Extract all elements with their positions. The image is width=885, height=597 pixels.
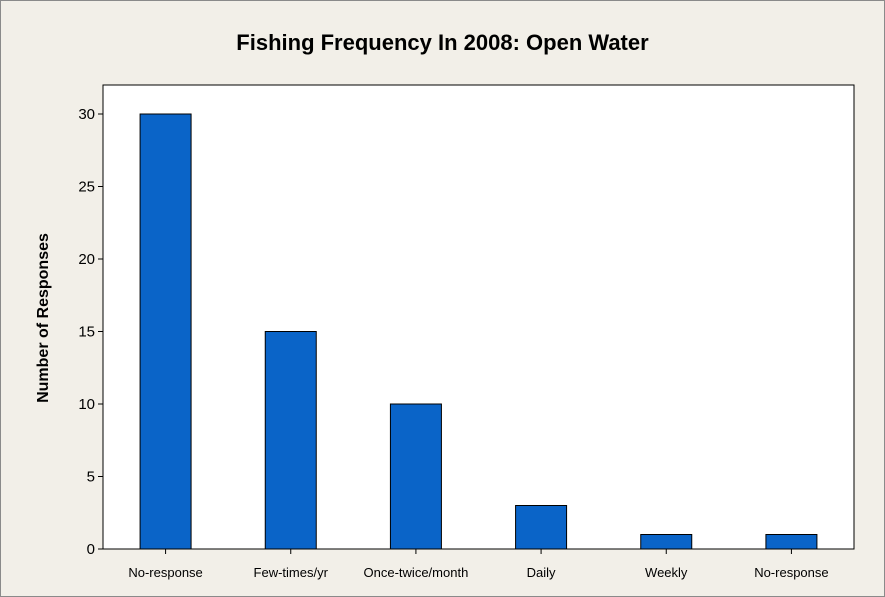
y-tick-label: 0 <box>87 541 95 558</box>
y-axis: 0 5 10 15 20 25 30 <box>78 106 103 558</box>
bar <box>389 403 442 550</box>
y-tick-label: 5 <box>87 469 95 486</box>
x-tick-label: Few-times/yr <box>254 565 329 580</box>
bar <box>640 534 693 550</box>
x-axis: No-response Few-times/yr Once-twice/month D… <box>128 549 829 580</box>
y-tick-label: 15 <box>78 324 95 341</box>
bar <box>515 505 568 550</box>
plot-area <box>102 84 855 550</box>
bar <box>264 331 317 550</box>
x-tick-label: Once-twice/month <box>364 565 469 580</box>
y-tick-label: 25 <box>78 179 95 196</box>
x-tick-label: Daily <box>527 565 556 580</box>
x-tick-label: No-response <box>128 565 202 580</box>
x-tick-label: Weekly <box>645 565 688 580</box>
bar <box>765 534 818 550</box>
chart-title: Fishing Frequency In 2008: Open Water <box>236 30 649 55</box>
y-tick-label: 30 <box>78 106 95 123</box>
bar <box>139 113 192 550</box>
y-tick-label: 10 <box>78 396 95 413</box>
y-tick-label: 20 <box>78 251 95 268</box>
x-tick-label: No-response <box>754 565 828 580</box>
